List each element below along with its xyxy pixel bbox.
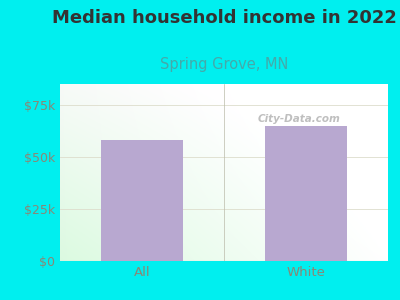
Bar [265, 126, 347, 261]
Text: Spring Grove, MN: Spring Grove, MN [160, 57, 288, 72]
Bar [101, 140, 183, 261]
Text: City-Data.com: City-Data.com [258, 114, 341, 124]
Text: Median household income in 2022: Median household income in 2022 [52, 9, 396, 27]
